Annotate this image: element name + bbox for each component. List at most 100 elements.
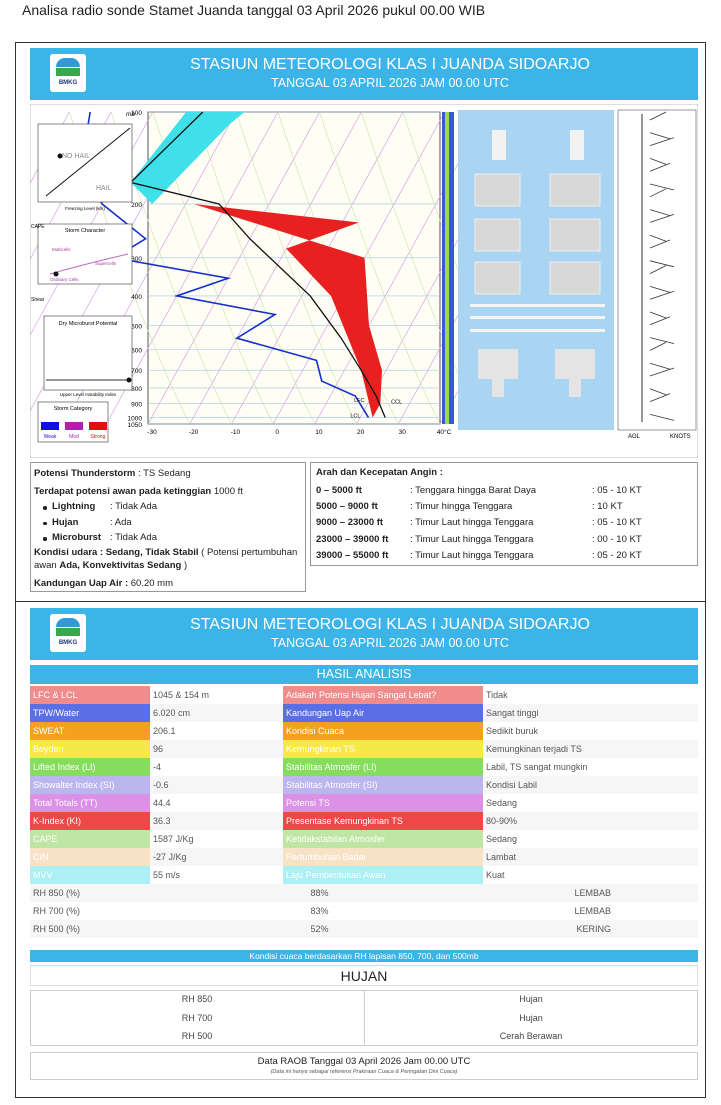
hail-x-label: Freezing Level (km) (65, 206, 105, 211)
logo-text: BMKG (58, 80, 78, 86)
table-cell: LFC & LCL (30, 686, 150, 704)
bullet (43, 537, 47, 541)
rh-row (30, 884, 698, 902)
cloud-block (549, 261, 601, 295)
skewt-diagram: 10020030040050060070080090010001050mb-30… (30, 104, 698, 458)
level-label: CCL (391, 400, 402, 406)
category-label: Mod (69, 434, 79, 440)
table-cell: Adakah Potensi Hujan Sangat Lebat? (283, 686, 483, 704)
table-cell: Sangat tinggi (483, 704, 698, 722)
table-cell: TPW/Water (30, 704, 150, 722)
table-cell: Tidak (483, 686, 698, 704)
table-cell: Presentase Kemungkinan TS (283, 812, 483, 830)
wind-barb (649, 342, 667, 351)
cloud-block (549, 173, 601, 207)
table-cell: 96 (150, 740, 283, 758)
wind-speed: : 10 KT (592, 501, 623, 513)
rh-value: 83% (310, 906, 329, 916)
table-cell: SWEAT (30, 722, 150, 740)
hail-label: HAIL (96, 185, 112, 192)
category-swatch (89, 422, 107, 430)
text-part: Terdapat potensi awan pada ketinggian (34, 486, 212, 497)
temperature-label: 0 (275, 429, 279, 436)
hail-label: NO HAIL (62, 153, 90, 160)
table-cell: 6.020 cm (150, 704, 283, 722)
cloud-stack (555, 349, 595, 379)
text-part: Potensi Thunderstorm (34, 468, 136, 479)
dewpoint-profile (80, 111, 370, 418)
table-cell: Laju Pembentukan Awan (283, 866, 483, 884)
table-cell: Stabilitas Atmosfer (SI) (283, 776, 483, 794)
item-value: : Tidak Ada (110, 532, 158, 543)
temperature-label: 20 (357, 429, 365, 436)
cloud-stem (569, 379, 581, 397)
hail-point (57, 153, 63, 159)
wind-barb (649, 388, 667, 396)
rain-split (364, 990, 365, 1046)
wind-speed: : 05 - 10 KT (592, 485, 642, 496)
wind-barb (649, 414, 675, 421)
panel-analysis (15, 601, 706, 1098)
rain-title: HUJAN (30, 965, 698, 986)
wind-barb (649, 316, 671, 326)
wind-barb (649, 337, 675, 344)
table-cell: Sedang (483, 794, 698, 812)
text-part: 1000 ft (213, 486, 243, 497)
wind-barb (649, 239, 671, 249)
bullet (43, 521, 47, 525)
rh-label: RH 700 (%) (33, 906, 81, 916)
wind-barb (649, 137, 675, 146)
wind-title: Arah dan Kecepatan Angin : (316, 467, 443, 478)
wind-barb (649, 286, 671, 293)
table-cell: CAPE (30, 830, 150, 848)
text-line: Potensi Thunderstorm : TS Sedang (34, 467, 304, 480)
table-cell: -4 (150, 758, 283, 776)
table-cell: K-Index (KI) (30, 812, 150, 830)
table-cell: Total Totals (TT) (30, 794, 150, 812)
temperature-label: -20 (189, 429, 199, 436)
wind-barb (649, 209, 671, 216)
cloud-line (470, 304, 605, 307)
storm-title: Storm Character (65, 228, 106, 234)
cloud-stack (478, 349, 518, 379)
isotherm (189, 111, 362, 425)
wind-direction: : Timur hingga Tenggara (410, 501, 513, 513)
table-cell: 80-90% (483, 812, 698, 830)
table-cell: -27 J/Kg (150, 848, 283, 866)
header-bar (30, 48, 698, 100)
logo-mid (56, 68, 80, 76)
cin-area (130, 112, 245, 204)
plot-frame (147, 111, 441, 425)
footer-title: Data RAOB Tanggal 03 April 2026 Jam 00.0… (257, 1056, 471, 1067)
text-part: 60.20 mm (130, 578, 174, 589)
dry-adiabat (235, 111, 357, 425)
table-cell: 1045 & 154 m (150, 686, 283, 704)
category-label: Weak (44, 434, 57, 440)
header-title: STASIUN METEOROLOGI KLAS I JUANDA SIDOAR… (190, 616, 590, 633)
level-label: LCL (350, 414, 360, 420)
microburst-title: Dry Microburst Potential (59, 321, 118, 327)
header-title: STASIUN METEOROLOGI KLAS I JUANDA SIDOAR… (190, 56, 590, 73)
text-part: Ada, Konvektivitas Sedang (59, 560, 182, 571)
text-line: Kondisi udara : Sedang, Tidak Stabil ( P… (34, 546, 304, 572)
wind-range: 9000 – 23000 ft (316, 517, 384, 529)
table-cell: Kemungkinan TS (283, 740, 483, 758)
text-line: Kandungan Uap Air : 60.20 mm (34, 577, 304, 590)
item-label: Microburst (52, 532, 102, 543)
wind-direction: : Timur Laut hingga Tenggara (410, 533, 534, 545)
pressure-label: 500 (131, 324, 142, 331)
temperature-label: 30 (399, 429, 407, 436)
rh-row (30, 902, 698, 920)
text-part: ( Potensi pertumbuhan awan (34, 547, 298, 571)
temperature-label: -10 (231, 429, 241, 436)
wind-axis-right: KNOTS (670, 434, 691, 440)
cape-area (193, 203, 382, 418)
wind-barb (649, 234, 667, 242)
table-cell: CIN (30, 848, 150, 866)
rain-label: RH 850 (181, 994, 213, 1004)
pressure-label: 700 (131, 368, 142, 375)
wind-range: 0 – 5000 ft (316, 485, 362, 496)
temperature-label: -30 (147, 429, 157, 436)
header-subtitle: TANGGAL 03 APRIL 2026 JAM 00.00 UTC (271, 76, 509, 90)
